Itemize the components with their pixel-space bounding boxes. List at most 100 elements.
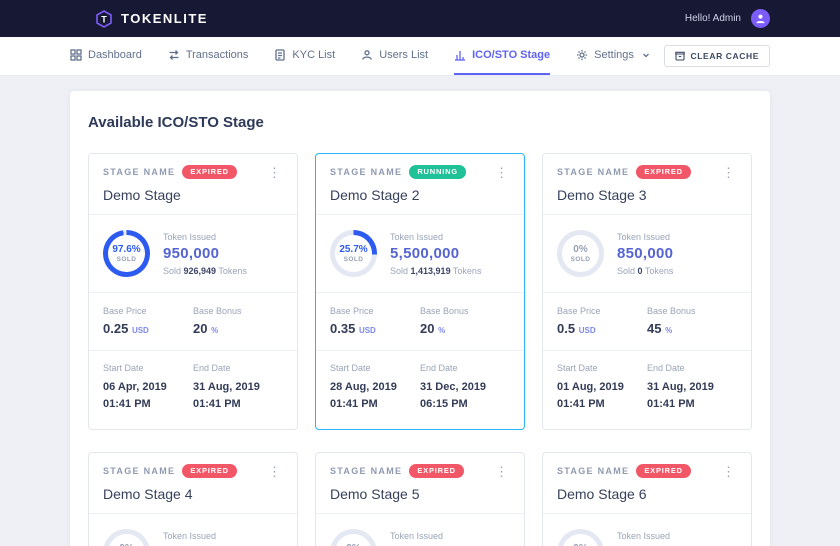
start-date-block: Start Date 28 Aug, 2019 01:41 PM bbox=[330, 363, 420, 413]
clear-cache-icon bbox=[674, 51, 685, 61]
status-badge: EXPIRED bbox=[636, 165, 691, 179]
base-bonus-block: Base Bonus 20 % bbox=[193, 306, 283, 336]
nav-item-ico-sto-stage[interactable]: ICO/STO Stage bbox=[454, 37, 551, 75]
token-issued-label: Token Issued bbox=[163, 530, 217, 541]
end-date-label: End Date bbox=[420, 363, 458, 373]
donut-center: 0% SOLD bbox=[108, 534, 145, 546]
stage-name-label: STAGE NAME bbox=[557, 466, 630, 477]
nav-item-users-list[interactable]: Users List bbox=[361, 37, 428, 75]
usd-unit: USD bbox=[131, 326, 149, 335]
donut-percent: 97.6% bbox=[112, 244, 141, 255]
donut-percent: 0% bbox=[573, 543, 587, 546]
status-badge: RUNNING bbox=[409, 165, 466, 179]
nav-item-settings[interactable]: Settings bbox=[576, 37, 650, 75]
donut-center: 25.7% SOLD bbox=[335, 235, 372, 272]
start-date-label: Start Date bbox=[103, 363, 144, 373]
base-price-value: 0.5 bbox=[557, 321, 576, 336]
sold-label: Sold bbox=[163, 265, 182, 276]
user-avatar[interactable] bbox=[751, 9, 770, 28]
donut-center: 0% SOLD bbox=[562, 235, 599, 272]
base-bonus-label: Base Bonus bbox=[420, 306, 469, 316]
donut-sold-label: SOLD bbox=[343, 256, 364, 263]
page-title: Available ICO/STO Stage bbox=[88, 114, 264, 131]
clear-cache-button[interactable]: CLEAR CACHE bbox=[663, 45, 770, 67]
kebab-menu-icon[interactable]: ⋮ bbox=[495, 164, 508, 180]
status-badge: EXPIRED bbox=[182, 165, 237, 179]
sold-label: Sold bbox=[390, 265, 409, 276]
chevron-down-icon bbox=[642, 51, 650, 59]
nav-label: ICO/STO Stage bbox=[472, 49, 551, 61]
stage-title: Demo Stage 6 bbox=[557, 486, 647, 503]
kebab-menu-icon[interactable]: ⋮ bbox=[268, 164, 281, 180]
base-bonus-block: Base Bonus 45 % bbox=[647, 306, 737, 336]
token-issued-label: Token Issued bbox=[163, 231, 217, 242]
base-bonus-label: Base Bonus bbox=[647, 306, 696, 316]
nav-label: Users List bbox=[379, 49, 429, 61]
percent-unit: % bbox=[438, 326, 446, 335]
start-date-value: 28 Aug, 2019 01:41 PM bbox=[330, 381, 397, 411]
donut-percent: 0% bbox=[573, 244, 588, 255]
users-list-icon bbox=[361, 49, 373, 61]
usd-unit: USD bbox=[358, 326, 376, 335]
stage-name-label: STAGE NAME bbox=[103, 466, 176, 477]
kebab-menu-icon[interactable]: ⋮ bbox=[495, 463, 508, 479]
nav-label: Settings bbox=[594, 49, 634, 61]
stage-cards-grid: STAGE NAME EXPIRED ⋮ Demo Stage 97.6% SO… bbox=[88, 153, 752, 546]
base-price-label: Base Price bbox=[103, 306, 147, 316]
token-issued-label: Token Issued bbox=[617, 530, 671, 541]
stage-name-label: STAGE NAME bbox=[330, 167, 403, 177]
nav-item-dashboard[interactable]: Dashboard bbox=[70, 37, 142, 75]
nav-item-transactions[interactable]: Transactions bbox=[168, 37, 248, 75]
stage-title: Demo Stage 5 bbox=[330, 486, 420, 503]
top-bar: T TOKENLITE Hello! Admin bbox=[0, 0, 840, 37]
end-date-block: End Date 31 Aug, 2019 01:41 PM bbox=[647, 363, 737, 413]
sold-line: Sold 1,413,919 Tokens bbox=[390, 266, 481, 276]
start-date-label: Start Date bbox=[557, 363, 598, 373]
donut-chart: 0% SOLD bbox=[557, 230, 604, 277]
base-bonus-label: Base Bonus bbox=[193, 306, 242, 316]
svg-text:T: T bbox=[101, 14, 107, 24]
token-issued-value: 850,000 bbox=[390, 544, 446, 546]
donut-chart: 97.6% SOLD bbox=[103, 230, 150, 277]
donut-percent: 0% bbox=[346, 543, 360, 546]
kebab-menu-icon[interactable]: ⋮ bbox=[722, 463, 735, 479]
start-date-value: 06 Apr, 2019 01:41 PM bbox=[103, 381, 167, 411]
donut-center: 0% SOLD bbox=[562, 534, 599, 546]
donut-center: 97.6% SOLD bbox=[108, 235, 145, 272]
sold-value: 926,949 bbox=[183, 265, 217, 276]
main-content: Available ICO/STO Stage STAGE NAME EXPIR… bbox=[0, 76, 840, 546]
stage-title: Demo Stage bbox=[103, 187, 181, 203]
base-price-block: Base Price 0.25 USD bbox=[103, 306, 193, 336]
stage-name-label: STAGE NAME bbox=[557, 167, 630, 177]
kyc-list-icon bbox=[274, 49, 286, 61]
base-price-label: Base Price bbox=[330, 306, 374, 316]
nav-label: Dashboard bbox=[88, 49, 142, 61]
token-info: Token Issued 850,000 Sold 0 Tokens bbox=[617, 531, 673, 546]
token-issued-value: 850,000 bbox=[617, 544, 673, 546]
token-info: Token Issued 950,000 Sold 926,949 Tokens bbox=[163, 232, 247, 276]
kebab-menu-icon[interactable]: ⋮ bbox=[268, 463, 281, 479]
token-issued-label: Token Issued bbox=[390, 530, 444, 541]
logo-icon: T bbox=[95, 9, 113, 28]
donut-percent: 0% bbox=[119, 543, 133, 546]
brand-logo[interactable]: T TOKENLITE bbox=[95, 9, 208, 28]
donut-sold-label: SOLD bbox=[570, 256, 591, 263]
donut-center: 0% SOLD bbox=[335, 534, 372, 546]
end-date-label: End Date bbox=[193, 363, 231, 373]
token-issued-label: Token Issued bbox=[390, 231, 444, 242]
token-issued-value: 850,000 bbox=[163, 544, 219, 546]
token-info: Token Issued 850,000 Sold 0 Tokens bbox=[617, 232, 673, 276]
sold-value: 0 bbox=[637, 265, 643, 276]
content-panel: Available ICO/STO Stage STAGE NAME EXPIR… bbox=[70, 91, 770, 546]
percent-unit: % bbox=[211, 326, 219, 335]
start-date-value: 01 Aug, 2019 01:41 PM bbox=[557, 381, 624, 411]
start-date-label: Start Date bbox=[330, 363, 371, 373]
end-date-value: 31 Aug, 2019 01:41 PM bbox=[193, 381, 260, 411]
greeting-text: Hello! Admin bbox=[684, 13, 741, 24]
base-price-value: 0.35 bbox=[330, 321, 356, 336]
nav-bar: Dashboard Transactions KYC List Users Li… bbox=[0, 37, 840, 76]
end-date-value: 31 Dec, 2019 06:15 PM bbox=[420, 381, 487, 411]
transactions-icon bbox=[168, 49, 180, 61]
kebab-menu-icon[interactable]: ⋮ bbox=[722, 164, 735, 180]
nav-item-kyc-list[interactable]: KYC List bbox=[274, 37, 335, 75]
